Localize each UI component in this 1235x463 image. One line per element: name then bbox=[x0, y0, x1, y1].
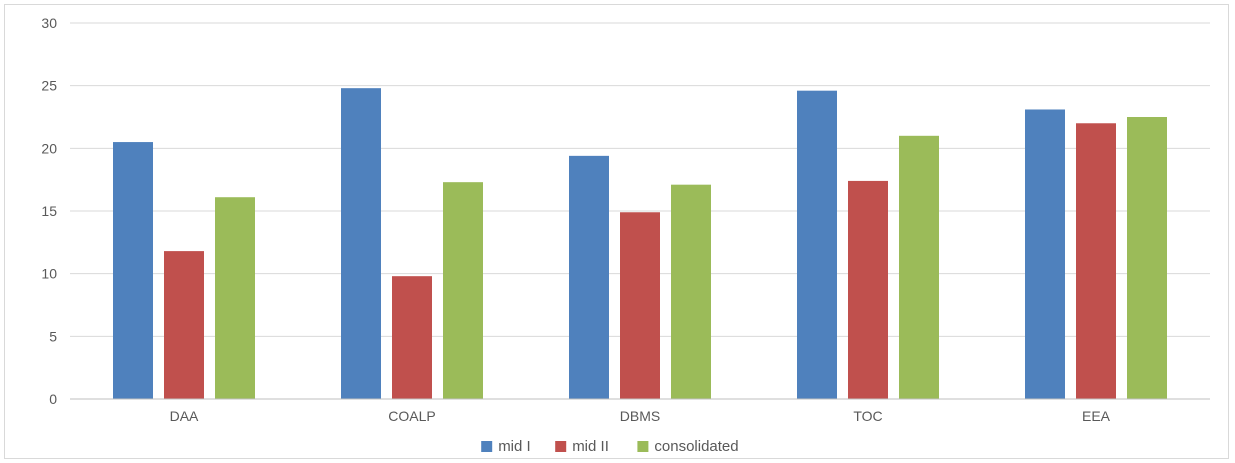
bar-mid-i bbox=[797, 90, 837, 400]
y-tick-label: 25 bbox=[41, 78, 57, 94]
legend-swatch bbox=[637, 441, 649, 452]
legend-swatch bbox=[555, 441, 567, 452]
x-axis-ticks: DAA COALP DBMS TOC EEA bbox=[170, 408, 1111, 424]
x-tick-label: EEA bbox=[1082, 408, 1111, 424]
y-tick-label: 5 bbox=[49, 328, 57, 344]
legend-swatch bbox=[481, 441, 493, 452]
bar-mid-i bbox=[341, 88, 381, 399]
bars bbox=[113, 88, 1167, 400]
bar-mid-ii bbox=[1076, 123, 1116, 400]
y-tick-label: 0 bbox=[49, 391, 57, 407]
bar-mid-ii bbox=[392, 276, 432, 399]
legend-label: mid I bbox=[498, 438, 531, 455]
bar-consolidated bbox=[1127, 117, 1167, 399]
bar-mid-ii bbox=[620, 212, 660, 399]
x-tick-label: DBMS bbox=[620, 408, 660, 424]
chart-frame bbox=[4, 4, 1229, 459]
bar-mid-i bbox=[569, 155, 609, 399]
bar-consolidated bbox=[899, 135, 939, 400]
x-tick-label: TOC bbox=[853, 408, 882, 424]
bar-mid-ii bbox=[848, 180, 888, 399]
bar-consolidated bbox=[215, 197, 255, 399]
y-axis-ticks: 0 5 10 15 20 25 30 bbox=[41, 15, 57, 407]
bar-mid-i bbox=[113, 142, 153, 400]
y-tick-label: 15 bbox=[41, 203, 57, 219]
legend-label: mid II bbox=[572, 438, 609, 455]
y-tick-label: 20 bbox=[41, 140, 57, 156]
grid-lines bbox=[70, 22, 1210, 337]
bar-consolidated bbox=[443, 182, 483, 399]
bar-consolidated bbox=[671, 184, 711, 399]
y-tick-label: 30 bbox=[41, 15, 57, 31]
legend: mid I mid II consolidated bbox=[481, 438, 739, 455]
bar-mid-ii bbox=[164, 251, 204, 399]
legend-label: consolidated bbox=[654, 438, 738, 455]
x-tick-label: COALP bbox=[388, 408, 435, 424]
y-tick-label: 10 bbox=[41, 266, 57, 282]
bar-mid-i bbox=[1025, 109, 1065, 399]
x-tick-label: DAA bbox=[170, 408, 199, 424]
